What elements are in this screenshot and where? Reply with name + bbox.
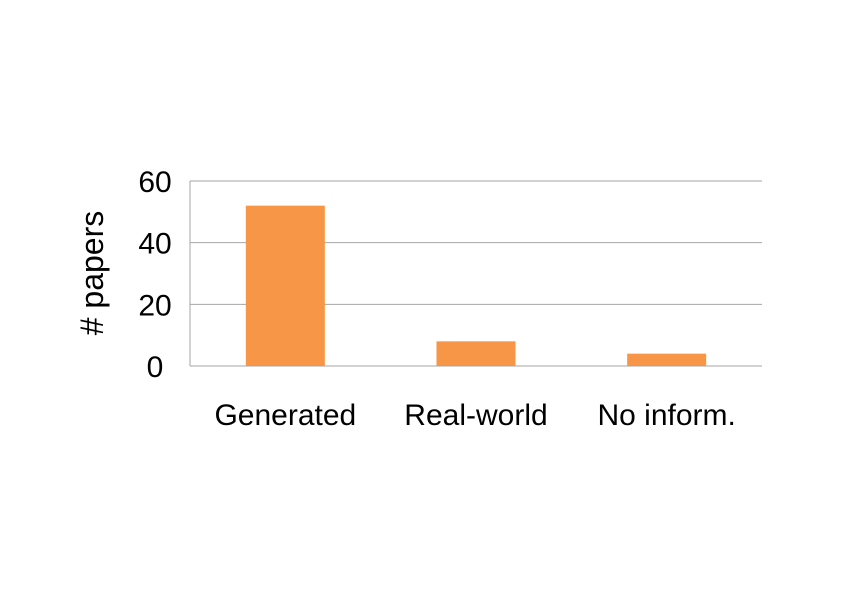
y-tick-label: 60 [138,166,171,199]
x-category-labels: Generated Real-world No inform. [214,399,735,432]
y-tick-label: 20 [138,289,171,322]
y-tick-labels: 0 20 40 60 [138,166,171,384]
axes [189,181,762,367]
y-axis-title: # papers [74,211,110,336]
bars [245,205,707,366]
x-category-label: Generated [214,399,356,432]
bar-real-world [436,341,516,366]
y-tick-label: 0 [147,351,164,384]
bar-no-inform [627,353,707,366]
bar-generated [245,205,325,366]
x-category-label: Real-world [404,399,547,432]
x-category-label: No inform. [597,399,735,432]
y-tick-label: 40 [138,228,171,261]
